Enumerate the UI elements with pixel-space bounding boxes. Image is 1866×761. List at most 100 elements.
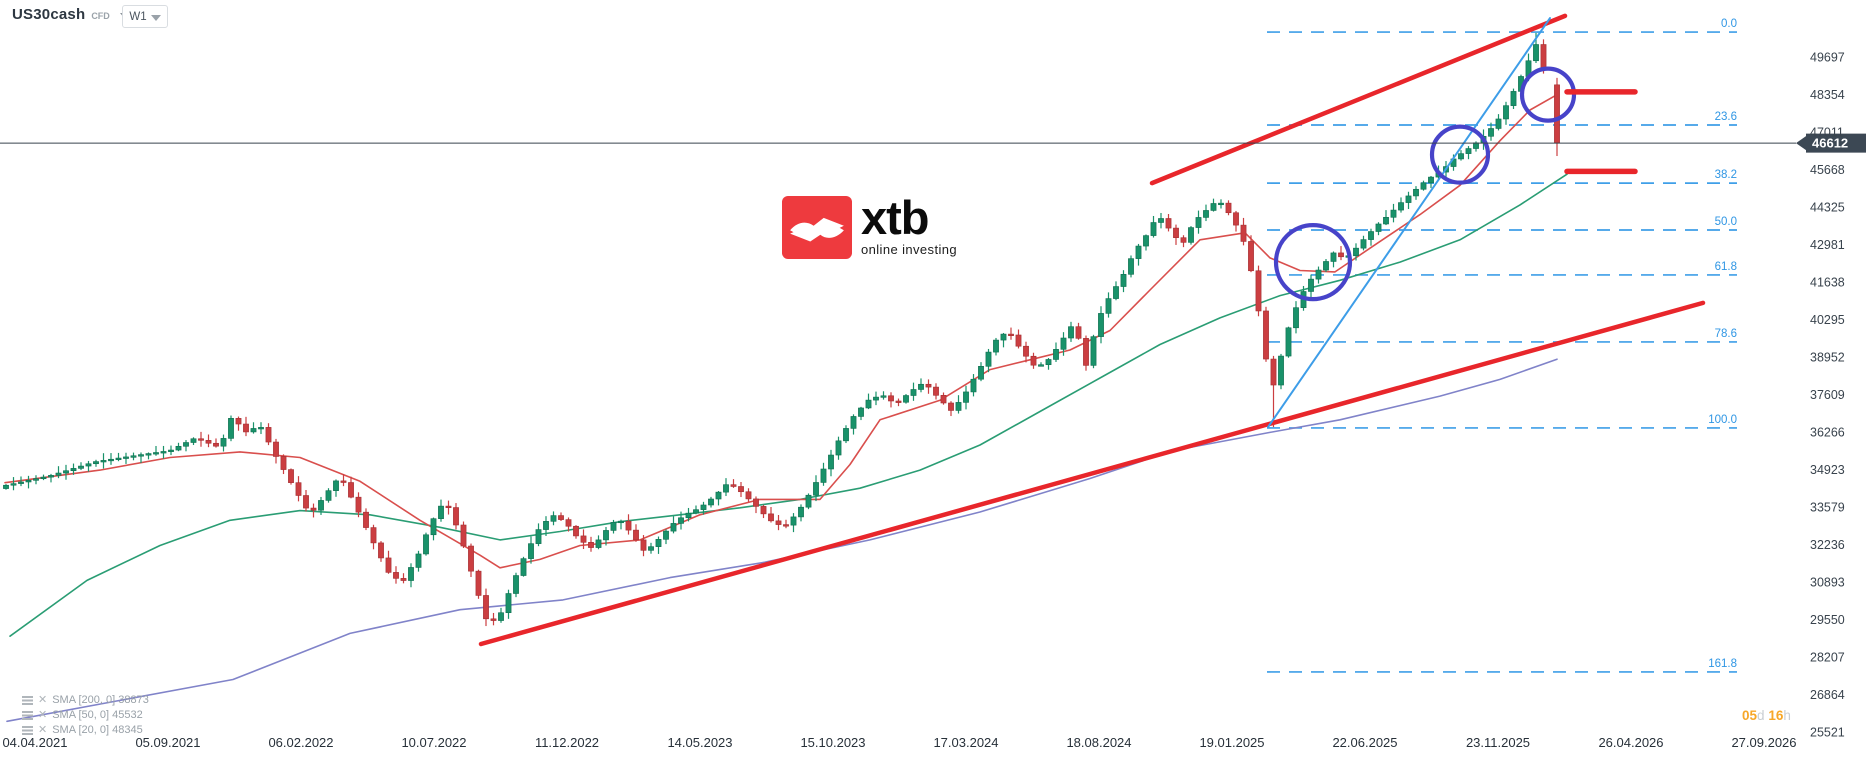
candle-body: [1060, 337, 1067, 350]
candle-body: [250, 428, 257, 433]
candle-body: [1248, 241, 1254, 272]
price-axis[interactable]: 49697 48354 47011 45668 44325 42981 41638 40295…: [1810, 51, 1845, 740]
candle-body: [1540, 44, 1547, 68]
annotation-circle[interactable]: [1429, 124, 1491, 185]
candle-body: [85, 463, 92, 467]
candle-body: [1150, 222, 1157, 236]
candle-body: [865, 399, 872, 409]
candle-body: [505, 593, 512, 614]
candle-body: [565, 519, 572, 527]
annotation-circle[interactable]: [1519, 66, 1577, 123]
candle-body: [1195, 217, 1202, 228]
candle-body: [1533, 44, 1539, 62]
candle-body: [730, 484, 737, 487]
candle-body: [1390, 209, 1397, 218]
date-axis-label: 23.11.2025: [1466, 735, 1530, 750]
candle-body: [528, 543, 534, 559]
candle-body: [78, 465, 84, 469]
candle-body: [153, 452, 159, 455]
xtb-watermark-logo: xtb online investing: [782, 191, 957, 259]
indicator-remove-icon[interactable]: ✕: [38, 694, 48, 706]
candle-body: [145, 453, 152, 456]
candle-body: [445, 505, 452, 509]
indicator-settings-icon[interactable]: [22, 710, 33, 720]
indicator-remove-icon[interactable]: ✕: [38, 709, 48, 721]
candle-body: [753, 498, 759, 507]
current-price-tag: 46612: [1796, 133, 1866, 153]
logo-brand-text: xtb: [861, 191, 930, 244]
candle-body: [220, 438, 227, 447]
candle-body: [1083, 338, 1089, 366]
candle-body: [18, 481, 24, 484]
candle-body: [663, 530, 669, 540]
candle-body: [1330, 252, 1337, 262]
price-axis-label: 26864: [1810, 688, 1845, 702]
date-axis-label: 26.04.2026: [1598, 735, 1663, 750]
candle-body: [453, 507, 459, 526]
candle-body: [123, 456, 129, 459]
candle-body: [258, 427, 264, 430]
candle-body: [918, 383, 924, 390]
timeframe-dropdown[interactable]: W1: [122, 5, 168, 28]
candle-body: [280, 456, 287, 470]
xtb-x-icon: [782, 196, 852, 259]
candle-body: [1090, 336, 1097, 366]
indicator-settings-icon[interactable]: [22, 725, 33, 735]
candle-body: [1375, 223, 1382, 232]
candlestick-series: [3, 32, 1560, 627]
indicator-settings-icon[interactable]: [22, 695, 33, 705]
candle-body: [1368, 231, 1374, 240]
steep-blue-trendline[interactable]: [1267, 17, 1551, 429]
candle-body: [768, 513, 774, 522]
price-axis-label: 45668: [1810, 163, 1845, 177]
candle-body: [310, 507, 317, 511]
candle-body: [543, 521, 549, 530]
fib-level-label: 0.0: [1721, 18, 1737, 30]
indicator-remove-icon[interactable]: ✕: [38, 724, 48, 736]
candle-body: [708, 498, 714, 506]
candle-body: [1120, 274, 1127, 287]
candle-body: [940, 395, 947, 404]
price-axis-label: 42981: [1810, 238, 1845, 252]
candle-body: [55, 472, 62, 476]
candle-body: [580, 535, 587, 543]
upper-channel-trendline[interactable]: [1149, 13, 1568, 186]
support-trendline[interactable]: [478, 300, 1706, 647]
price-axis-label: 44325: [1810, 200, 1845, 214]
price-axis-label: 38952: [1810, 350, 1845, 364]
indicator-label: SMA [50, 0] 45532: [52, 709, 143, 721]
candle-body: [325, 490, 332, 501]
price-tag-arrow: [1796, 136, 1806, 151]
candle-body: [415, 553, 422, 568]
price-axis-label: 36266: [1810, 425, 1845, 439]
annotation-circle[interactable]: [1273, 223, 1353, 302]
candle-body: [10, 483, 17, 486]
candle-body: [858, 407, 864, 417]
candle-body: [190, 438, 197, 443]
candle-body: [978, 366, 984, 380]
candle-body: [130, 455, 137, 458]
candle-body: [1510, 91, 1517, 106]
symbol-type-badge: CFD: [91, 11, 110, 21]
candle-body: [985, 351, 992, 367]
candle-body: [783, 524, 789, 527]
symbol-selector[interactable]: US30cash CFD: [12, 6, 130, 23]
date-axis-label: 11.12.2022: [535, 735, 599, 750]
candle-body: [70, 468, 77, 472]
candle-body: [760, 506, 767, 515]
price-axis-label: 48354: [1810, 88, 1845, 102]
date-axis[interactable]: 04.04.2021 05.09.2021 06.02.2022 10.07.2022…: [2, 735, 1796, 750]
candle-body: [1360, 239, 1367, 249]
symbol-name: US30cash: [12, 6, 86, 23]
candle-body: [400, 578, 407, 581]
candle-body: [363, 511, 369, 528]
candle-body: [933, 386, 939, 396]
candle-body: [670, 523, 677, 532]
price-axis-label: 41638: [1810, 275, 1845, 289]
candle-body: [1293, 307, 1299, 329]
candle-body: [970, 378, 977, 393]
candle-body: [955, 402, 962, 411]
price-axis-label: 25521: [1810, 725, 1845, 739]
